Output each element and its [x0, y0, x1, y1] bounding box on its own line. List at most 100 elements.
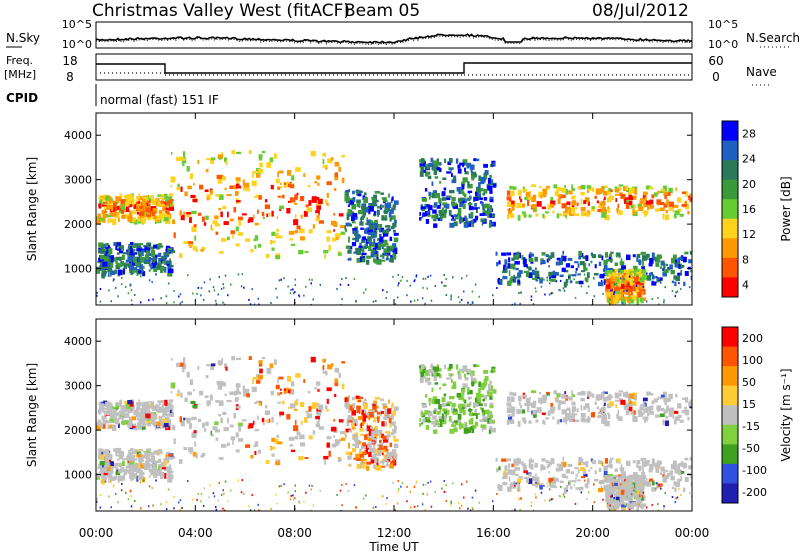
power-cell — [252, 172, 254, 178]
velocity-cell — [509, 406, 515, 411]
power-speckle — [303, 294, 305, 297]
velocity-cell — [459, 407, 464, 414]
power-cell — [426, 163, 429, 170]
velocity-cell — [348, 395, 351, 399]
power-cell — [135, 204, 140, 210]
power-cell — [220, 211, 223, 218]
power-cell — [539, 277, 544, 281]
power-cell — [277, 235, 283, 239]
power-cell — [613, 273, 619, 277]
power-cell — [131, 245, 137, 248]
velocity-speckle — [129, 490, 132, 492]
velocity-speckle — [471, 496, 474, 499]
velocity-cell — [256, 400, 261, 404]
velocity-cell — [288, 436, 295, 441]
velocity-cell — [162, 401, 165, 407]
velocity-cell — [528, 478, 533, 484]
power-speckle — [626, 289, 628, 292]
power-cell — [217, 154, 223, 159]
power-speckle — [397, 284, 399, 287]
power-cell — [597, 205, 604, 208]
power-cell — [653, 192, 658, 197]
velocity-cell — [647, 412, 650, 416]
power-cell — [615, 290, 620, 296]
power-cell — [115, 256, 120, 261]
power-colorbar-tick-5: 8 — [742, 253, 749, 266]
power-cell — [626, 254, 631, 261]
velocity-cell — [615, 394, 620, 399]
velocity-cell — [464, 427, 467, 431]
velocity-cell — [246, 393, 250, 398]
velocity-cell — [453, 420, 458, 423]
power-cell — [629, 280, 633, 286]
velocity-speckle — [430, 505, 433, 508]
velocity-cell — [351, 448, 357, 453]
velocity-cell — [354, 443, 359, 449]
velocity-cell — [199, 390, 204, 396]
power-speckle — [222, 301, 224, 304]
power-cell — [607, 206, 610, 209]
power-cell — [628, 275, 633, 282]
power-cell — [99, 199, 103, 202]
station-title: Christmas Valley West (fitACF) — [92, 1, 350, 21]
velocity-cell — [201, 452, 206, 457]
power-cell — [583, 267, 588, 271]
power-cell — [566, 190, 570, 193]
power-cell — [504, 259, 508, 265]
velocity-cell — [492, 389, 497, 394]
velocity-cell — [117, 475, 123, 482]
velocity-cell — [117, 412, 120, 416]
velocity-cell — [550, 406, 556, 412]
velocity-cell — [363, 403, 369, 410]
power-cell — [618, 274, 621, 279]
velocity-cell — [435, 419, 439, 426]
power-cell — [489, 190, 493, 194]
velocity-cell — [384, 458, 387, 461]
power-cell — [575, 281, 580, 284]
power-cell — [364, 243, 367, 247]
power-cell — [120, 250, 124, 254]
power-cell — [384, 215, 388, 220]
power-speckle — [674, 295, 677, 298]
power-cell — [147, 215, 152, 221]
power-cell — [651, 194, 655, 199]
power-cell — [624, 269, 630, 274]
velocity-cell — [217, 384, 223, 390]
power-speckle — [99, 300, 102, 303]
power-cell — [671, 257, 676, 264]
power-cell — [674, 210, 680, 215]
velocity-cell — [441, 413, 445, 420]
power-cell — [146, 250, 148, 256]
velocity-speckle — [108, 495, 110, 498]
power-cell — [210, 224, 213, 229]
power-cell — [217, 178, 223, 184]
freq-panel: Freq. [MHz] 18 8 60 0 Nave — [4, 53, 777, 86]
velocity-cell — [109, 404, 112, 410]
velocity-cell — [673, 410, 679, 414]
power-cell — [578, 280, 584, 285]
power-cell — [105, 197, 109, 201]
velocity-speckle — [406, 500, 408, 503]
velocity-cell — [659, 461, 663, 464]
velocity-cell — [657, 396, 660, 400]
power-cell — [385, 225, 391, 228]
power-cell — [337, 252, 342, 256]
power-cell — [165, 248, 168, 252]
velocity-cell — [365, 435, 370, 440]
velocity-cell — [382, 435, 387, 441]
power-cell — [528, 257, 534, 262]
power-colorbar-frame — [721, 120, 739, 298]
velocity-cell — [605, 486, 609, 491]
power-cell — [535, 213, 539, 217]
velocity-cell — [392, 458, 395, 464]
velocity-cell — [546, 392, 550, 396]
power-cell — [351, 242, 357, 247]
velocity-cell — [300, 442, 305, 447]
power-cell — [135, 201, 139, 207]
power-cell — [105, 251, 108, 256]
velocity-cell — [96, 422, 98, 425]
power-cell — [422, 161, 426, 167]
velocity-cell — [379, 433, 382, 439]
velocity-cell — [570, 471, 574, 475]
velocity-cell — [580, 390, 586, 396]
